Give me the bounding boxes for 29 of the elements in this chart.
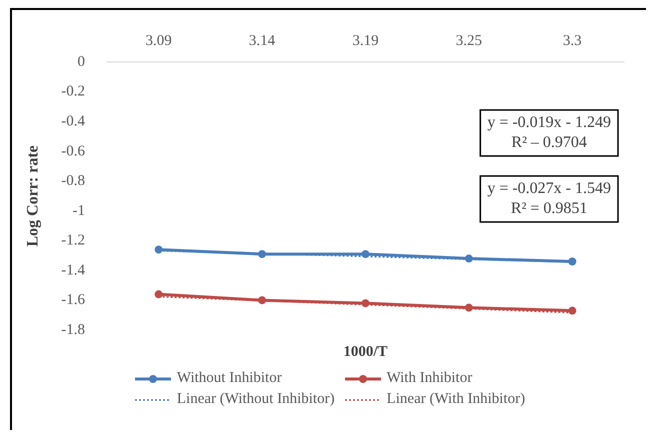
y-tick-label: -1.8 — [61, 322, 85, 338]
x-axis-title: 1000/T — [343, 344, 388, 360]
point — [568, 258, 576, 266]
y-tick-label: -1.2 — [61, 232, 85, 249]
y-tick-label: -1.4 — [61, 262, 86, 278]
legend-label: Linear (Without Inhibitor) — [176, 391, 335, 408]
y-axis-title: Log Corr: rate — [24, 145, 42, 247]
point — [568, 306, 576, 315]
text: R² = 0.9851 — [510, 200, 588, 218]
text: y = -0.027x - 1.549 — [487, 180, 612, 198]
y-tick-label: -0.6 — [61, 143, 86, 160]
y-tick-label: -0.2 — [61, 84, 85, 100]
legend-label: With Inhibitor — [386, 370, 472, 387]
y-tick-label: -1 — [72, 202, 85, 219]
x-tick-label: 3.3 — [562, 32, 582, 49]
point — [154, 246, 163, 254]
legend-label: Without Inhibitor — [176, 370, 282, 387]
point — [154, 290, 163, 298]
y-tick-label: 0 — [77, 54, 85, 70]
x-tick-label: 3.19 — [352, 32, 379, 49]
text: R² – 0.9704 — [511, 134, 587, 152]
x-tick-label: 3.25 — [456, 32, 482, 49]
x-tick-label: 3.14 — [248, 32, 276, 49]
legend-label: Linear (With Inhibitor) — [386, 391, 526, 408]
y-tick-label: -0.4 — [61, 113, 86, 130]
y-tick-label: -0.8 — [61, 173, 85, 190]
y-tick-label: -1.6 — [61, 292, 86, 308]
text: y = -0.019x - 1.249 — [487, 114, 612, 132]
x-tick-label: 3.09 — [146, 32, 172, 49]
